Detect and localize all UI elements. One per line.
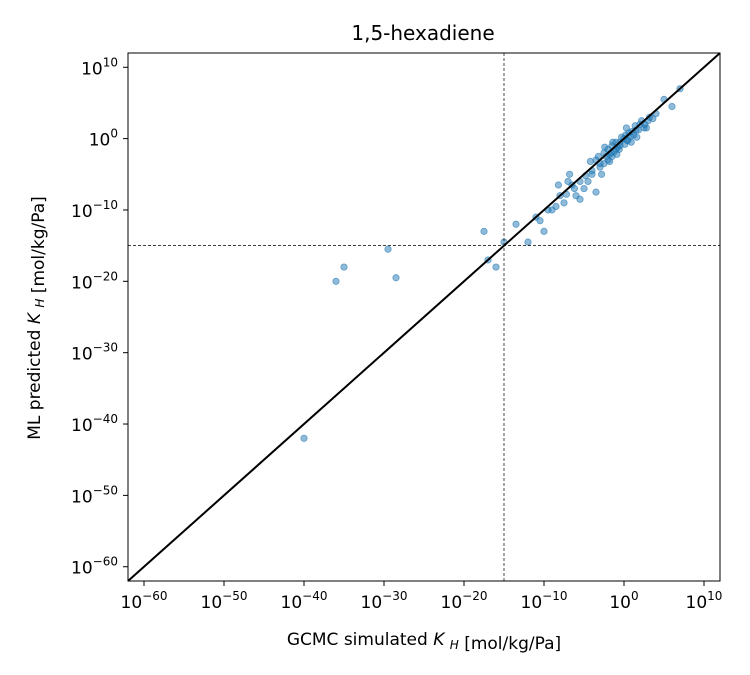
chart-title: 1,5-hexadiene — [351, 21, 494, 45]
data-point — [601, 143, 609, 151]
y-tick-label-exponent: 10 — [103, 55, 118, 69]
y-axis-unit: [mol/kg/Pa] — [29, 196, 49, 293]
y-tick-label-base: 10 — [71, 273, 93, 293]
y-tick-label-exponent: −10 — [93, 198, 118, 212]
data-point — [609, 138, 617, 146]
x-tick-label-base: 10 — [121, 593, 143, 613]
data-point — [649, 115, 657, 123]
y-tick-label-base: 10 — [71, 559, 93, 579]
x-tick-label-base: 10 — [609, 593, 631, 613]
y-axis-quantity: K — [25, 311, 45, 324]
plot-frame — [127, 52, 721, 582]
data-point — [586, 157, 595, 166]
y-tick-label: 10−30 — [71, 341, 118, 365]
x-tick-label-exponent: −30 — [382, 589, 407, 603]
data-point — [340, 263, 348, 271]
data-point — [536, 217, 544, 225]
data-point — [540, 227, 548, 235]
x-tick-label-exponent: −50 — [222, 589, 247, 603]
y-tick-label-base: 10 — [71, 416, 93, 436]
x-tick-label: 10−20 — [441, 589, 488, 613]
x-tick-label-base: 10 — [441, 593, 463, 613]
identity-line — [127, 52, 721, 582]
y-tick-label: 1010 — [81, 55, 118, 79]
data-point — [627, 138, 635, 146]
x-axis-unit: [mol/kg/Pa] — [464, 634, 561, 654]
x-tick-label: 1010 — [686, 589, 723, 613]
y-tick-label: 10−50 — [71, 483, 118, 507]
x-tick-label: 10−30 — [361, 589, 408, 613]
x-axis-quantity-subscript: H — [450, 638, 459, 652]
x-tick-label-exponent: −10 — [542, 589, 567, 603]
y-axis-label-text: ML predicted — [25, 330, 45, 440]
data-point — [570, 184, 579, 193]
data-point — [560, 199, 568, 207]
x-axis-label-text: GCMC simulated — [287, 630, 428, 650]
data-point — [332, 277, 340, 285]
x-tick-label: 100 — [609, 589, 638, 613]
data-point — [594, 152, 603, 161]
y-tick-label-exponent: −30 — [93, 341, 118, 355]
data-point — [576, 195, 584, 203]
data-point — [592, 188, 600, 196]
y-tick-label-base: 10 — [81, 59, 103, 79]
x-axis-label: GCMC simulated K H [mol/kg/Pa] — [287, 630, 561, 654]
data-point — [580, 184, 588, 193]
x-tick-label: 10−50 — [201, 589, 248, 613]
y-tick-label-base: 10 — [71, 487, 93, 507]
y-tick-label-base: 10 — [71, 345, 93, 365]
data-point — [597, 170, 606, 178]
data-point — [524, 238, 532, 246]
points-layer — [300, 85, 684, 442]
data-point — [605, 157, 614, 166]
data-point — [613, 150, 621, 158]
y-tick-label-base: 10 — [71, 202, 93, 222]
y-tick-label-exponent: −40 — [93, 412, 118, 426]
data-point — [492, 263, 500, 271]
y-tick-label: 10−20 — [71, 269, 118, 293]
data-point — [392, 274, 400, 282]
x-tick-label-exponent: −20 — [462, 589, 487, 603]
data-point — [554, 181, 563, 189]
y-tick-label: 10−10 — [71, 198, 118, 222]
x-tick-label-base: 10 — [281, 593, 303, 613]
data-point — [565, 170, 574, 178]
y-axis-label: ML predicted K H [mol/kg/Pa] — [25, 196, 49, 440]
y-tick-label-exponent: −20 — [93, 269, 118, 283]
data-point — [480, 227, 488, 235]
x-tick-label-base: 10 — [686, 593, 708, 613]
data-point — [633, 133, 641, 141]
data-point — [622, 124, 631, 132]
y-axis-quantity-subscript: H — [33, 299, 47, 308]
y-tick-label-exponent: −50 — [93, 483, 118, 497]
x-tick-label-exponent: −60 — [142, 589, 167, 603]
y-tick-label-exponent: −60 — [93, 555, 118, 569]
y-tick-label: 10−60 — [71, 555, 118, 579]
plot-area — [127, 52, 721, 582]
y-tick-label: 10−40 — [71, 412, 118, 436]
data-point — [642, 124, 651, 132]
x-tick-label-base: 10 — [521, 593, 543, 613]
x-tick-label: 10−40 — [281, 589, 328, 613]
x-tick-label-base: 10 — [201, 593, 223, 613]
x-axis-quantity: K — [433, 630, 446, 650]
x-tick-label: 10−60 — [121, 589, 168, 613]
data-point — [621, 140, 629, 148]
data-point — [300, 434, 308, 442]
x-tick-label-exponent: 10 — [707, 589, 722, 603]
data-point — [552, 202, 560, 211]
x-tick-label-base: 10 — [361, 593, 383, 613]
y-tick-label-base: 10 — [89, 131, 111, 151]
y-tick-label: 100 — [89, 127, 118, 151]
x-tick-label-exponent: 0 — [631, 589, 639, 603]
data-point — [384, 245, 392, 253]
x-tick-label-exponent: −40 — [302, 589, 327, 603]
x-tick-label: 10−10 — [521, 589, 568, 613]
x-axis-ticks: 10−60 10−50 10−40 10−30 10−20 10−10 100 1010 — [121, 581, 723, 613]
y-tick-label-exponent: 0 — [110, 127, 118, 141]
data-point — [512, 220, 520, 228]
data-point — [668, 102, 676, 111]
